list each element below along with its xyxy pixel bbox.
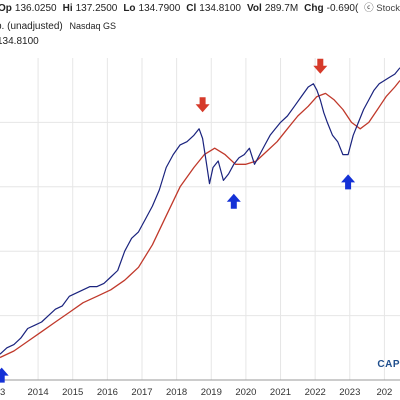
x-tick-label: 2021 [270, 387, 291, 398]
quote-label-cl: Cl [186, 3, 196, 14]
quote-label-hi: Hi [63, 3, 73, 14]
quote-value-op: 136.0250 [15, 3, 57, 14]
x-tick-label: 2017 [131, 387, 152, 398]
quote-value-chg: -0.690( [327, 3, 359, 14]
quote-header-row: Op 136.0250 Hi 137.2500 Lo 134.7900 Cl 134.8100… [0, 3, 359, 14]
exchange-name: Nasdaq GS [70, 21, 117, 31]
x-tick-label: 2022 [305, 387, 326, 398]
x-tick-label: 2020 [235, 387, 256, 398]
quote-value-vol: 289.7M [265, 3, 298, 14]
quote-label-chg: Chg [304, 3, 323, 14]
x-tick-label: 3 [0, 387, 5, 398]
symbol-adjustment: p. (unadjusted) [0, 21, 63, 32]
quote-value-cl: 134.8100 [199, 3, 241, 14]
x-tick-label: 2018 [166, 387, 187, 398]
quote-value-hi: 137.2500 [76, 3, 118, 14]
x-tick-label: 2016 [97, 387, 118, 398]
price-line [0, 67, 400, 355]
sell-signal-down-arrow-icon [313, 58, 328, 74]
grid [0, 58, 400, 381]
buy-signal-up-arrow-icon [341, 174, 356, 190]
quote-label-lo: Lo [123, 3, 135, 14]
x-tick-label: 2014 [28, 387, 49, 398]
watermark-text: CAP [377, 359, 400, 370]
quote-label-vol: Vol [247, 3, 262, 14]
symbol-description: p. (unadjusted) Nasdaq GS [0, 21, 116, 32]
data-source-label: ⓒ Stock [364, 3, 400, 14]
x-axis-ticks: 3 2014 2015 2016 2017 2018 2019 2020 2021 2022 202… [0, 387, 392, 398]
price-layer [0, 67, 400, 355]
quote-label-op: Op [0, 3, 12, 14]
x-tick-label: 2023 [339, 387, 360, 398]
x-tick-label: 2015 [62, 387, 83, 398]
moving-average-line [0, 80, 400, 359]
quote-value-lo: 134.7900 [139, 3, 181, 14]
moving-average-layer [0, 80, 400, 359]
last-price: 134.8100 [0, 36, 39, 47]
buy-signal-up-arrow-icon [0, 367, 9, 383]
x-tick-label: 202 [376, 387, 392, 398]
x-tick-label: 2019 [201, 387, 222, 398]
buy-signal-up-arrow-icon [226, 193, 241, 209]
sell-signal-down-arrow-icon [195, 97, 210, 113]
annotation-arrows [0, 58, 356, 383]
